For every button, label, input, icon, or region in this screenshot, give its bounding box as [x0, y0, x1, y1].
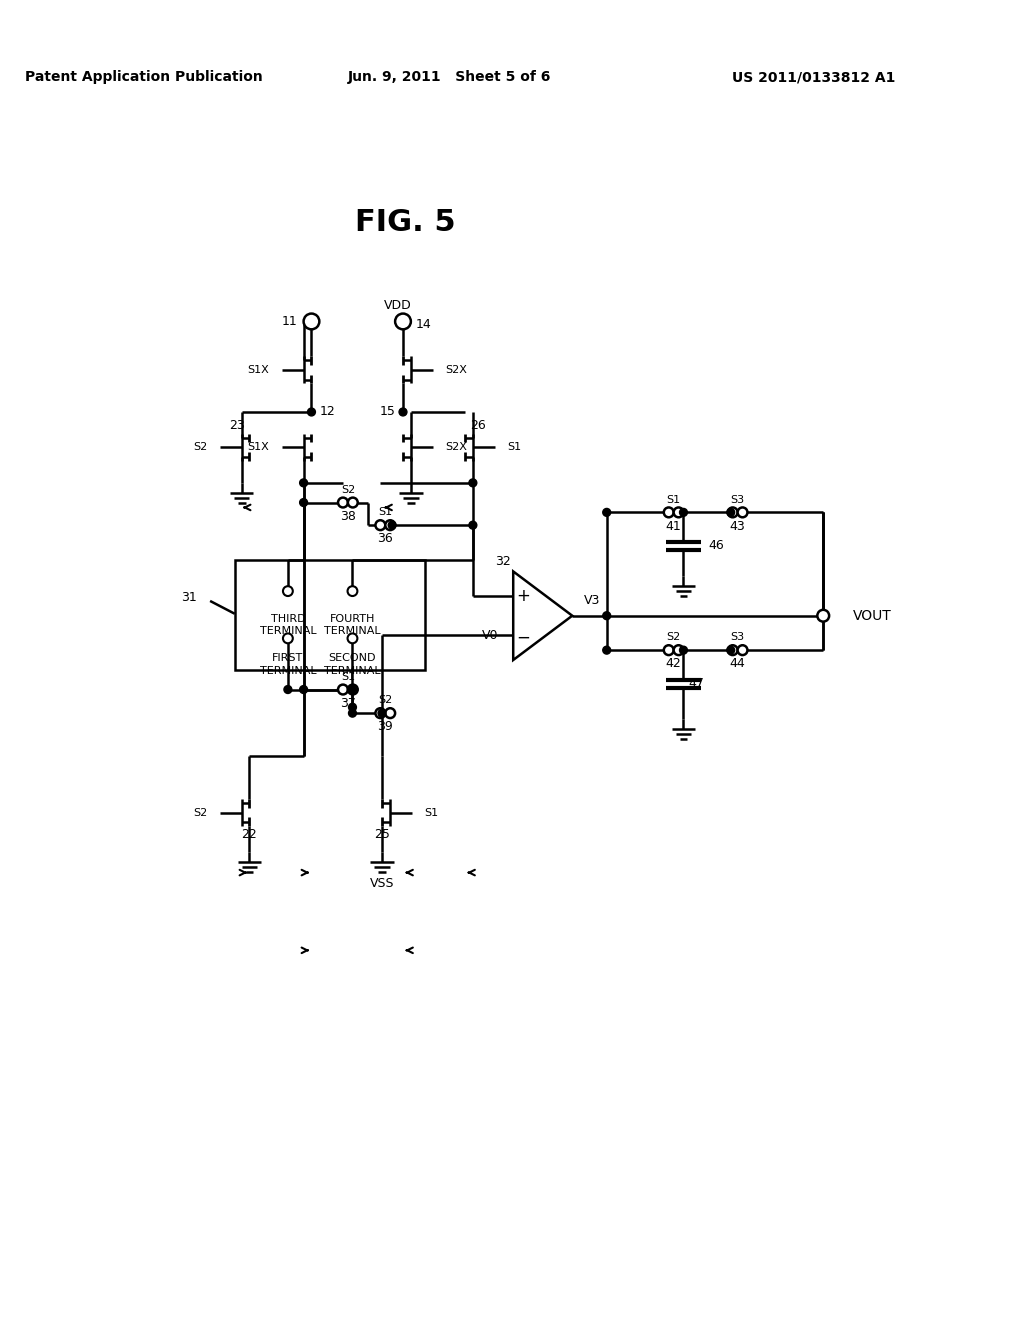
- Circle shape: [728, 645, 737, 655]
- Circle shape: [303, 314, 319, 329]
- Text: S2: S2: [193, 442, 207, 453]
- Text: 15: 15: [379, 405, 395, 418]
- Text: V0: V0: [482, 628, 499, 642]
- Text: S2: S2: [193, 808, 207, 817]
- Circle shape: [395, 314, 411, 329]
- Circle shape: [674, 645, 683, 655]
- Circle shape: [284, 685, 292, 693]
- Circle shape: [603, 611, 610, 619]
- Circle shape: [737, 507, 748, 517]
- Circle shape: [680, 647, 687, 655]
- Text: S1X: S1X: [248, 442, 269, 453]
- Circle shape: [283, 586, 293, 597]
- Text: THIRD: THIRD: [270, 614, 305, 623]
- Circle shape: [378, 709, 386, 717]
- Circle shape: [348, 685, 356, 693]
- Circle shape: [338, 498, 348, 507]
- Text: 37: 37: [340, 697, 355, 710]
- Text: S1: S1: [507, 442, 521, 453]
- Text: S1: S1: [667, 495, 681, 504]
- Text: TERMINAL: TERMINAL: [259, 665, 316, 676]
- Text: TERMINAL: TERMINAL: [325, 665, 381, 676]
- Circle shape: [300, 685, 307, 693]
- Text: S1X: S1X: [248, 364, 269, 375]
- Circle shape: [348, 498, 357, 507]
- Circle shape: [348, 685, 357, 694]
- Text: 39: 39: [378, 721, 393, 734]
- Text: 46: 46: [708, 540, 724, 552]
- Text: SECOND: SECOND: [329, 653, 376, 663]
- Text: 12: 12: [319, 405, 335, 418]
- Text: VDD: VDD: [384, 300, 412, 313]
- Text: S3: S3: [730, 495, 744, 504]
- Text: 11: 11: [282, 315, 298, 327]
- Circle shape: [727, 647, 734, 655]
- Circle shape: [347, 586, 357, 597]
- Text: S1: S1: [424, 808, 438, 817]
- Circle shape: [674, 507, 683, 517]
- Circle shape: [664, 645, 674, 655]
- Circle shape: [469, 479, 477, 487]
- Bar: [234, 560, 425, 669]
- Text: S2X: S2X: [445, 364, 467, 375]
- Circle shape: [348, 709, 356, 717]
- Text: S2: S2: [378, 696, 392, 705]
- Text: S2X: S2X: [445, 442, 467, 453]
- Text: S2: S2: [341, 484, 355, 495]
- Text: 43: 43: [730, 520, 745, 533]
- Text: +: +: [516, 587, 530, 605]
- Text: S2: S2: [667, 632, 681, 643]
- Circle shape: [338, 685, 348, 694]
- Text: 23: 23: [228, 420, 245, 432]
- Circle shape: [603, 508, 610, 516]
- Circle shape: [727, 508, 734, 516]
- Text: Jun. 9, 2011   Sheet 5 of 6: Jun. 9, 2011 Sheet 5 of 6: [347, 70, 551, 84]
- Text: TERMINAL: TERMINAL: [325, 627, 381, 636]
- Circle shape: [399, 408, 407, 416]
- Text: Patent Application Publication: Patent Application Publication: [26, 70, 263, 84]
- Circle shape: [348, 704, 356, 711]
- Text: VSS: VSS: [370, 876, 394, 890]
- Text: 32: 32: [496, 556, 511, 568]
- Circle shape: [469, 521, 477, 529]
- Text: 44: 44: [730, 657, 745, 671]
- Circle shape: [680, 508, 687, 516]
- Text: TERMINAL: TERMINAL: [259, 627, 316, 636]
- Circle shape: [737, 645, 748, 655]
- Circle shape: [307, 408, 315, 416]
- Circle shape: [283, 634, 293, 643]
- Circle shape: [385, 709, 395, 718]
- Text: VOUT: VOUT: [853, 609, 892, 623]
- Text: 41: 41: [666, 520, 682, 533]
- Circle shape: [347, 634, 357, 643]
- Text: 31: 31: [181, 590, 198, 603]
- Text: 26: 26: [470, 420, 485, 432]
- Text: S3: S3: [730, 632, 744, 643]
- Text: 47: 47: [688, 677, 705, 690]
- Circle shape: [300, 499, 307, 507]
- Circle shape: [376, 520, 385, 531]
- Text: 42: 42: [666, 657, 682, 671]
- Circle shape: [376, 709, 385, 718]
- Circle shape: [603, 647, 610, 655]
- Text: V3: V3: [584, 594, 600, 607]
- Text: S1: S1: [341, 672, 355, 681]
- Circle shape: [664, 507, 674, 517]
- Text: FIG. 5: FIG. 5: [354, 207, 456, 236]
- Text: 22: 22: [242, 828, 257, 841]
- Circle shape: [388, 521, 396, 529]
- Text: 25: 25: [374, 828, 390, 841]
- Circle shape: [385, 520, 395, 531]
- Text: FIRST: FIRST: [272, 653, 303, 663]
- Text: US 2011/0133812 A1: US 2011/0133812 A1: [732, 70, 895, 84]
- Text: 38: 38: [340, 510, 355, 523]
- Text: 14: 14: [416, 318, 431, 331]
- Text: −: −: [516, 628, 530, 647]
- Text: S1: S1: [378, 507, 392, 517]
- Circle shape: [300, 479, 307, 487]
- Circle shape: [728, 507, 737, 517]
- Text: 36: 36: [378, 532, 393, 545]
- Circle shape: [817, 610, 829, 622]
- Text: FOURTH: FOURTH: [330, 614, 375, 623]
